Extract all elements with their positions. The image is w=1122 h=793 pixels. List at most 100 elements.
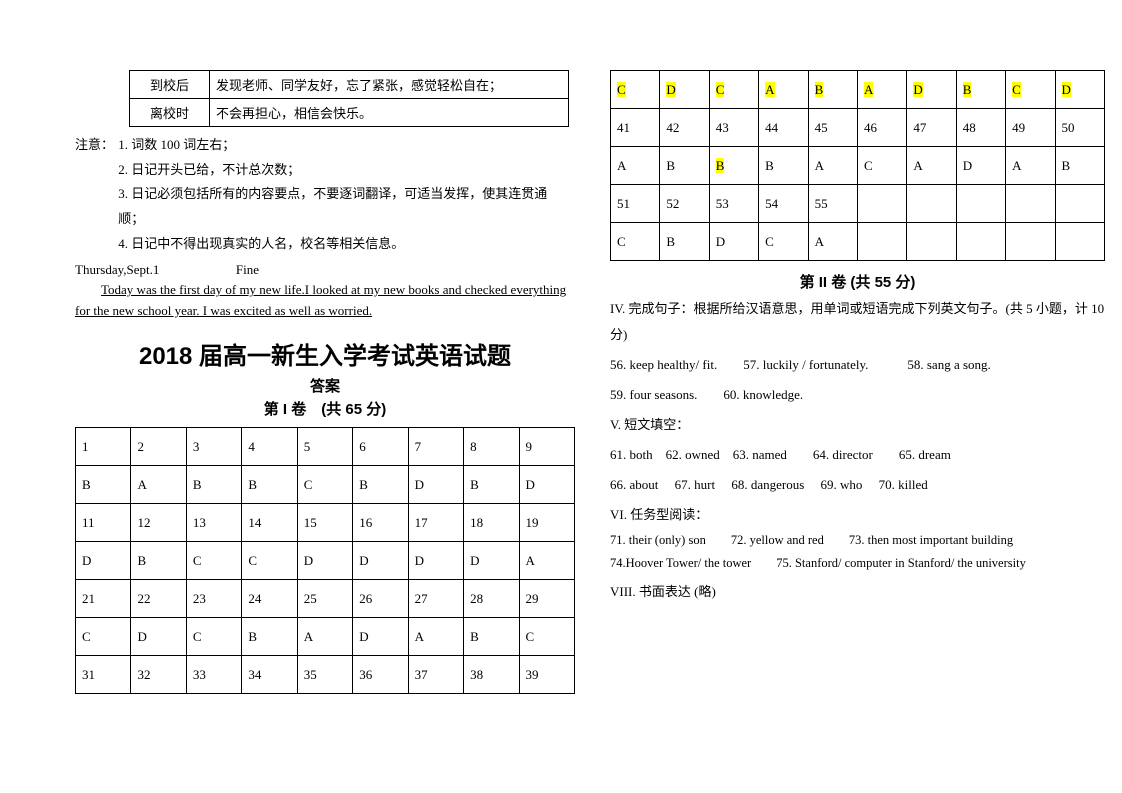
table-row: 212223242526272829 xyxy=(76,580,575,618)
q-number: 44 xyxy=(759,109,808,147)
q-number: 9 xyxy=(519,428,575,466)
q-answer: D xyxy=(907,71,956,109)
note-item: 2. 日记开头已给，不计总次数； xyxy=(118,162,300,177)
q-number: 54 xyxy=(759,185,808,223)
q-answer: D xyxy=(353,618,408,656)
q-number: 33 xyxy=(186,656,241,694)
q-answer: A xyxy=(519,542,575,580)
q-answer: B xyxy=(76,466,131,504)
section-v-title: V. 短文填空： xyxy=(610,412,1105,438)
note-item: 3. 日记必须包括所有的内容要点，不要逐词翻译，可适当发挥，使其连贯通顺； xyxy=(118,186,547,226)
intro-label: 离校时 xyxy=(130,99,210,127)
answer-table-left-body: 123456789BABBCBDBD111213141516171819DBCC… xyxy=(76,428,575,694)
q-number: 29 xyxy=(519,580,575,618)
q-answer: C xyxy=(709,71,758,109)
q-answer: B xyxy=(660,147,709,185)
q-number xyxy=(956,185,1005,223)
q-number xyxy=(1055,185,1104,223)
q-number: 8 xyxy=(464,428,519,466)
q-number: 11 xyxy=(76,504,131,542)
q-number: 23 xyxy=(186,580,241,618)
q-answer: B xyxy=(242,466,297,504)
q-answer: D xyxy=(297,542,352,580)
q-number: 41 xyxy=(611,109,660,147)
q-answer: D xyxy=(660,71,709,109)
table-row: CDCABADBCD xyxy=(611,71,1105,109)
q-number: 4 xyxy=(242,428,297,466)
section-viii: VIII. 书面表达 (略) xyxy=(610,579,1105,605)
q-number xyxy=(857,185,906,223)
section-v-line2: 66. about 67. hurt 68. dangerous 69. who… xyxy=(610,472,1105,498)
q-answer xyxy=(1055,223,1104,261)
q-answer xyxy=(857,223,906,261)
q-number: 27 xyxy=(408,580,463,618)
note-item: 4. 日记中不得出现真实的人名，校名等相关信息。 xyxy=(118,236,404,251)
q-number: 50 xyxy=(1055,109,1104,147)
table-row: 123456789 xyxy=(76,428,575,466)
q-number: 31 xyxy=(76,656,131,694)
q-number: 38 xyxy=(464,656,519,694)
q-number xyxy=(907,185,956,223)
q-number: 48 xyxy=(956,109,1005,147)
intro-table: 到校后发现老师、同学友好，忘了紧张，感觉轻松自在；离校时不会再担心，相信会快乐。 xyxy=(129,70,569,127)
q-answer xyxy=(1006,223,1055,261)
q-number: 45 xyxy=(808,109,857,147)
q-answer: B xyxy=(353,466,408,504)
q-answer: D xyxy=(353,542,408,580)
q-number: 34 xyxy=(242,656,297,694)
q-answer: A xyxy=(857,71,906,109)
q-answer: C xyxy=(76,618,131,656)
q-answer: C xyxy=(519,618,575,656)
q-answer: A xyxy=(611,147,660,185)
table-row: CDCBADABC xyxy=(76,618,575,656)
q-number: 13 xyxy=(186,504,241,542)
notes-label: 注意： xyxy=(75,133,115,158)
right-column: CDCABADBCD41424344454647484950ABBBACADAB… xyxy=(610,70,1105,605)
q-answer: C xyxy=(1006,71,1055,109)
highlight: A xyxy=(864,82,873,97)
q-answer: B xyxy=(1055,147,1104,185)
q-answer: B xyxy=(186,466,241,504)
q-answer: A xyxy=(297,618,352,656)
q-answer: B xyxy=(242,618,297,656)
part1-title: 第 I 卷 (共 65 分) xyxy=(75,398,575,419)
q-number: 47 xyxy=(907,109,956,147)
q-answer: B xyxy=(956,71,1005,109)
q-answer: A xyxy=(759,71,808,109)
notes-block: 注意： 1. 词数 100 词左右； 2. 日记开头已给，不计总次数； 3. 日记必… xyxy=(75,133,575,256)
intro-table-body: 到校后发现老师、同学友好，忘了紧张，感觉轻松自在；离校时不会再担心，相信会快乐。 xyxy=(130,71,569,127)
q-number: 39 xyxy=(519,656,575,694)
q-number: 14 xyxy=(242,504,297,542)
q-answer: D xyxy=(408,542,463,580)
q-answer: C xyxy=(186,618,241,656)
q-number: 35 xyxy=(297,656,352,694)
q-number: 1 xyxy=(76,428,131,466)
q-number xyxy=(1006,185,1055,223)
q-number: 19 xyxy=(519,504,575,542)
notes-body: 1. 词数 100 词左右； 2. 日记开头已给，不计总次数； 3. 日记必须包括所… xyxy=(118,133,568,256)
section-iv-intro: IV. 完成句子：根据所给汉语意思，用单词或短语完成下列英文句子。(共 5 小题… xyxy=(610,296,1105,348)
q-answer: A xyxy=(808,147,857,185)
table-row: 111213141516171819 xyxy=(76,504,575,542)
q-answer: D xyxy=(464,542,519,580)
q-number: 7 xyxy=(408,428,463,466)
q-number: 36 xyxy=(353,656,408,694)
diary-date: Thursday,Sept.1 xyxy=(75,262,159,277)
q-number: 22 xyxy=(131,580,186,618)
answer-table-right-body: CDCABADBCD41424344454647484950ABBBACADAB… xyxy=(611,71,1105,261)
q-answer: C xyxy=(611,71,660,109)
q-number: 18 xyxy=(464,504,519,542)
q-answer: A xyxy=(408,618,463,656)
highlight: D xyxy=(1062,82,1071,97)
q-number: 12 xyxy=(131,504,186,542)
q-number: 2 xyxy=(131,428,186,466)
highlight: C xyxy=(617,82,626,97)
q-number: 37 xyxy=(408,656,463,694)
note-item: 1. 词数 100 词左右； xyxy=(118,137,235,152)
table-row: ABBBACADAB xyxy=(611,147,1105,185)
q-answer: B xyxy=(709,147,758,185)
q-answer: C xyxy=(759,223,808,261)
q-answer xyxy=(956,223,1005,261)
left-column: 到校后发现老师、同学友好，忘了紧张，感觉轻松自在；离校时不会再担心，相信会快乐。… xyxy=(75,70,575,694)
q-answer: A xyxy=(131,466,186,504)
